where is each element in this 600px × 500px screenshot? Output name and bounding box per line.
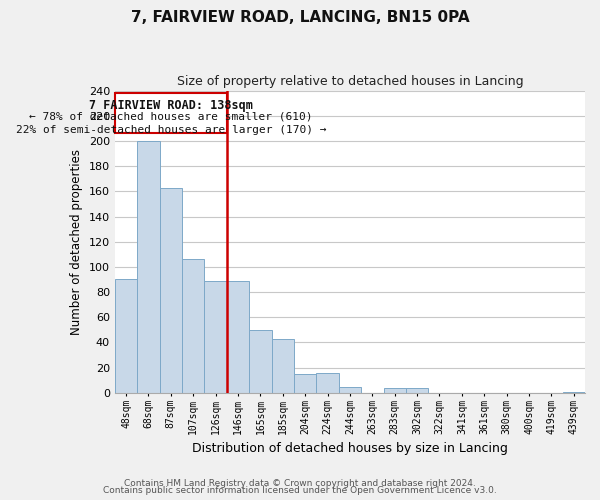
Bar [227,281,249,393]
Bar [115,93,227,134]
Y-axis label: Number of detached properties: Number of detached properties [70,148,83,334]
Bar [160,188,182,393]
Title: Size of property relative to detached houses in Lancing: Size of property relative to detached ho… [176,75,523,88]
Text: ← 78% of detached houses are smaller (610): ← 78% of detached houses are smaller (61… [29,112,313,122]
Bar [137,141,160,393]
Bar [316,372,339,393]
Bar [406,388,428,393]
Bar [249,330,272,393]
Text: 22% of semi-detached houses are larger (170) →: 22% of semi-detached houses are larger (… [16,124,326,134]
X-axis label: Distribution of detached houses by size in Lancing: Distribution of detached houses by size … [192,442,508,455]
Text: Contains HM Land Registry data © Crown copyright and database right 2024.: Contains HM Land Registry data © Crown c… [124,478,476,488]
Bar [339,386,361,393]
Text: 7, FAIRVIEW ROAD, LANCING, BN15 0PA: 7, FAIRVIEW ROAD, LANCING, BN15 0PA [131,10,469,25]
Bar [383,388,406,393]
Text: 7 FAIRVIEW ROAD: 138sqm: 7 FAIRVIEW ROAD: 138sqm [89,100,253,112]
Bar [563,392,585,393]
Bar [182,260,205,393]
Bar [272,338,294,393]
Text: Contains public sector information licensed under the Open Government Licence v3: Contains public sector information licen… [103,486,497,495]
Bar [115,280,137,393]
Bar [205,281,227,393]
Bar [294,374,316,393]
